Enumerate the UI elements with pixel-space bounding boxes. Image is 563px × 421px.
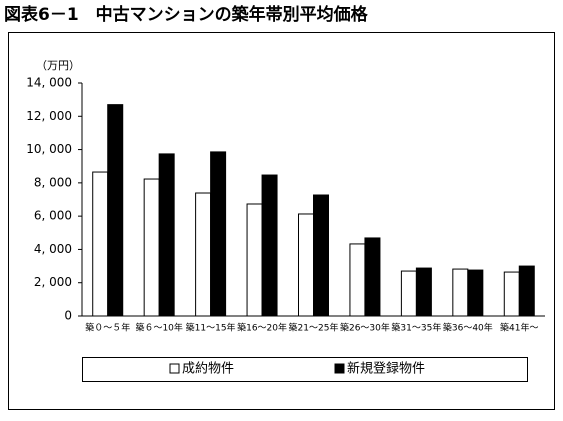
y-tick-label: 0 xyxy=(64,309,72,323)
bar xyxy=(210,151,227,317)
y-tick-label: 8, 000 xyxy=(34,175,72,189)
bar xyxy=(503,271,520,317)
chart-frame xyxy=(8,32,555,410)
legend-label: 新規登録物件 xyxy=(347,361,425,377)
x-tick-label: 築21～25年 xyxy=(289,322,339,334)
bar xyxy=(518,265,535,317)
bar xyxy=(246,203,263,317)
legend-label: 成約物件 xyxy=(182,362,234,377)
y-tick-label: 2, 000 xyxy=(34,275,72,289)
chart-title: 図表6－1 中古マンションの築年帯別平均価格 xyxy=(4,4,369,25)
bar xyxy=(415,267,432,317)
y-unit: （万円） xyxy=(36,59,80,72)
y-tick-label: 12, 000 xyxy=(26,109,72,123)
legend-swatch xyxy=(169,363,180,374)
bar xyxy=(107,104,124,317)
bar xyxy=(364,237,381,317)
x-tick-label: 築31～35年 xyxy=(391,322,441,334)
x-tick-label: 築41年～ xyxy=(500,322,538,334)
x-tick-label: 築36～40年 xyxy=(443,322,493,334)
bar xyxy=(349,243,366,317)
bar xyxy=(143,178,160,317)
x-tick-label: 築16～20年 xyxy=(237,322,287,334)
legend-box xyxy=(82,357,528,382)
bar xyxy=(298,213,314,317)
y-tick-label: 10, 000 xyxy=(26,142,72,156)
x-tick-label: 築６～10年 xyxy=(135,322,182,334)
bar xyxy=(313,194,329,317)
bar xyxy=(158,153,175,317)
bar xyxy=(195,192,212,317)
legend-swatch xyxy=(334,363,345,374)
bar xyxy=(261,174,278,317)
y-tick-label: 6, 000 xyxy=(34,209,72,223)
x-tick-label: 築０～５年 xyxy=(85,322,130,334)
y-tick-label: 4, 000 xyxy=(34,242,72,256)
bar xyxy=(467,269,484,317)
x-tick-label: 築26～30年 xyxy=(340,322,390,334)
bar xyxy=(400,270,417,317)
bar xyxy=(452,268,469,317)
bar xyxy=(92,171,109,317)
x-tick-label: 築11～15年 xyxy=(186,322,236,334)
y-tick-label: 14, 000 xyxy=(26,76,72,90)
